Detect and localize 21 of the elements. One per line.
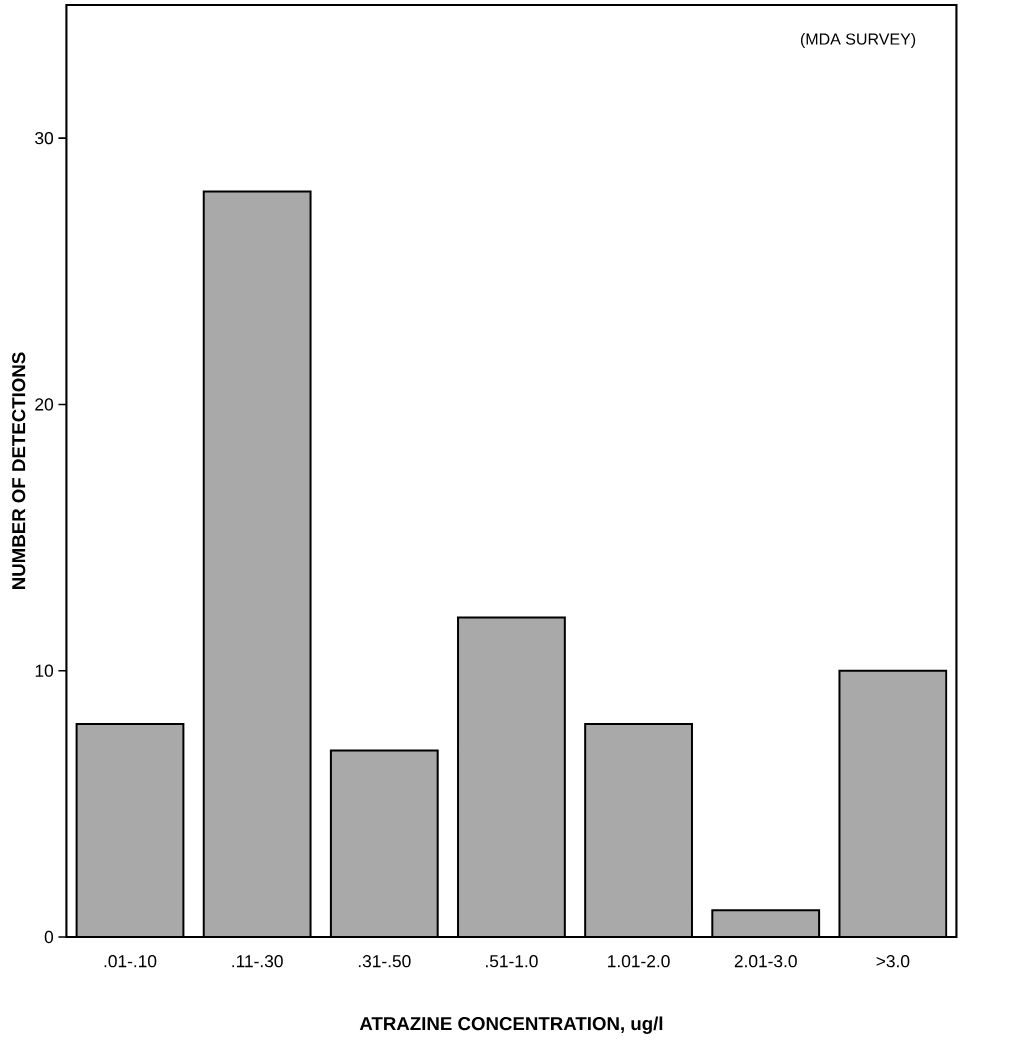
annotation: (MDA SURVEY) xyxy=(800,33,916,48)
x-tick-label: 1.01-2.0 xyxy=(608,955,670,968)
x-tick-label: .01-.10 xyxy=(104,955,157,968)
x-tick-label: .51-1.0 xyxy=(486,955,538,968)
y-axis-title: NUMBER OF DETECTIONS xyxy=(12,352,26,589)
bar xyxy=(330,750,438,937)
bar xyxy=(585,723,692,937)
bar xyxy=(712,910,820,937)
y-tick-label: 0 xyxy=(44,930,54,944)
x-tick-label: 2.01-3.0 xyxy=(734,955,797,968)
y-tick-label: 10 xyxy=(35,664,54,677)
bar xyxy=(203,191,311,937)
x-axis-title: ATRAZINE CONCENTRATION, ug/l xyxy=(359,1016,663,1034)
y-tick-label: 20 xyxy=(35,398,54,411)
x-tick-label: .31-.50 xyxy=(358,955,411,968)
x-tick-label: .11-.30 xyxy=(232,955,283,968)
bar xyxy=(76,723,184,937)
bar xyxy=(838,669,948,937)
bar xyxy=(458,617,565,937)
x-tick-label: >3.0 xyxy=(876,955,910,968)
y-tick-label: 30 xyxy=(35,132,54,145)
